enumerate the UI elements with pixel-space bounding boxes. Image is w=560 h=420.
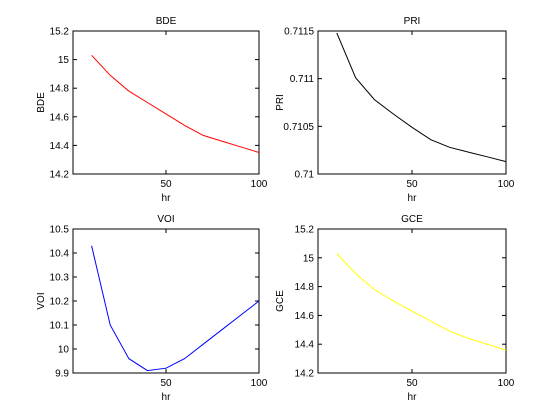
data-point — [91, 55, 92, 56]
y-axis-label: VOI — [36, 292, 47, 309]
x-axis-label: hr — [408, 392, 418, 403]
data-point — [468, 338, 469, 339]
y-tick-label: 15.2 — [295, 225, 315, 236]
x-tick-label: 50 — [160, 179, 172, 190]
y-axis-label: BDE — [36, 92, 47, 113]
axes-box — [72, 228, 260, 374]
data-point — [487, 344, 488, 345]
y-tick-label: 14.4 — [50, 141, 70, 152]
subplot-pri: 50 100 0.71 0.7105 0.711 0.7115 PRI hr PRI — [275, 16, 515, 204]
series-line — [91, 245, 260, 372]
data-point — [411, 127, 412, 128]
x-tick-label: 50 — [160, 378, 172, 389]
chart-title: GCE — [401, 214, 423, 225]
y-tick-label: 0.711 — [290, 74, 315, 85]
data-point — [468, 151, 469, 152]
data-point — [240, 146, 241, 147]
data-point — [430, 321, 431, 322]
data-point — [411, 310, 412, 311]
data-point — [147, 102, 148, 103]
y-tick-label: 14.8 — [50, 84, 70, 95]
y-tick-label: 10.3 — [50, 273, 70, 284]
axes-box — [72, 30, 260, 175]
data-point — [355, 273, 356, 274]
data-point — [128, 358, 129, 359]
data-point — [221, 329, 222, 330]
axes-box — [317, 228, 507, 374]
y-tick-label: 14.8 — [295, 282, 315, 293]
data-point — [203, 344, 204, 345]
data-point — [505, 161, 506, 162]
data-point — [110, 324, 111, 325]
y-tick-label: 15 — [303, 253, 315, 264]
y-tick-label: 14.6 — [50, 112, 70, 123]
y-tick-label: 15.2 — [50, 27, 70, 38]
series-line — [336, 253, 507, 351]
data-point — [184, 358, 185, 359]
data-point — [165, 113, 166, 114]
data-point — [240, 315, 241, 316]
x-tick-label: 100 — [251, 378, 268, 389]
y-tick-label: 14.6 — [295, 311, 315, 322]
data-point — [336, 253, 337, 254]
data-point — [336, 32, 337, 33]
x-axis-label: hr — [162, 392, 172, 403]
y-axis-label: PRI — [275, 94, 286, 111]
data-point — [258, 300, 259, 301]
data-point — [355, 77, 356, 78]
y-tick-label: 14.4 — [295, 340, 315, 351]
subplot-bde: 50 100 14.2 14.4 14.6 14.8 15 15.2 BDE hr BDE — [36, 16, 268, 204]
data-point — [487, 156, 488, 157]
axes-box — [317, 30, 507, 175]
y-tick-label: 0.7105 — [283, 122, 314, 133]
series-line — [91, 54, 260, 153]
data-point — [393, 113, 394, 114]
data-point — [449, 147, 450, 148]
data-point — [110, 75, 111, 76]
data-point — [147, 370, 148, 371]
data-point — [128, 90, 129, 91]
subplot-voi: 50 100 9.9 10 10.1 10.2 10.3 10.4 10.5 VOI hr VOI — [36, 214, 268, 403]
chart-title: BDE — [156, 16, 177, 27]
x-axis-label: hr — [162, 193, 172, 204]
y-tick-label: 15 — [58, 55, 70, 66]
data-point — [505, 349, 506, 350]
data-point — [449, 331, 450, 332]
x-tick-label: 100 — [498, 179, 515, 190]
data-point — [91, 245, 92, 246]
data-point — [184, 125, 185, 126]
data-point — [374, 99, 375, 100]
y-tick-label: 10 — [58, 345, 70, 356]
y-tick-label: 10.4 — [50, 249, 70, 260]
subplot-gce: 50 100 14.2 14.4 14.6 14.8 15 15.2 GCE hr GCE — [275, 214, 515, 403]
x-tick-label: 50 — [406, 179, 418, 190]
data-point — [374, 289, 375, 290]
y-axis-label: GCE — [275, 290, 286, 312]
series-line — [336, 32, 507, 163]
data-point — [203, 135, 204, 136]
x-tick-label: 100 — [498, 378, 515, 389]
x-tick-label: 100 — [251, 179, 268, 190]
data-point — [258, 152, 259, 153]
chart-title: PRI — [404, 16, 421, 27]
y-tick-label: 10.2 — [50, 297, 70, 308]
y-tick-label: 10.1 — [50, 321, 70, 332]
y-tick-label: 0.71 — [295, 170, 315, 181]
data-point — [221, 141, 222, 142]
y-tick-label: 14.2 — [50, 170, 70, 181]
y-tick-label: 14.2 — [295, 369, 315, 380]
x-axis-label: hr — [408, 193, 418, 204]
data-point — [430, 139, 431, 140]
data-point — [393, 300, 394, 301]
data-point — [165, 368, 166, 369]
y-tick-label: 10.5 — [50, 225, 70, 236]
x-tick-label: 50 — [406, 378, 418, 389]
y-tick-label: 0.7115 — [284, 27, 314, 38]
y-tick-label: 9.9 — [55, 369, 69, 380]
chart-title: VOI — [157, 214, 174, 225]
